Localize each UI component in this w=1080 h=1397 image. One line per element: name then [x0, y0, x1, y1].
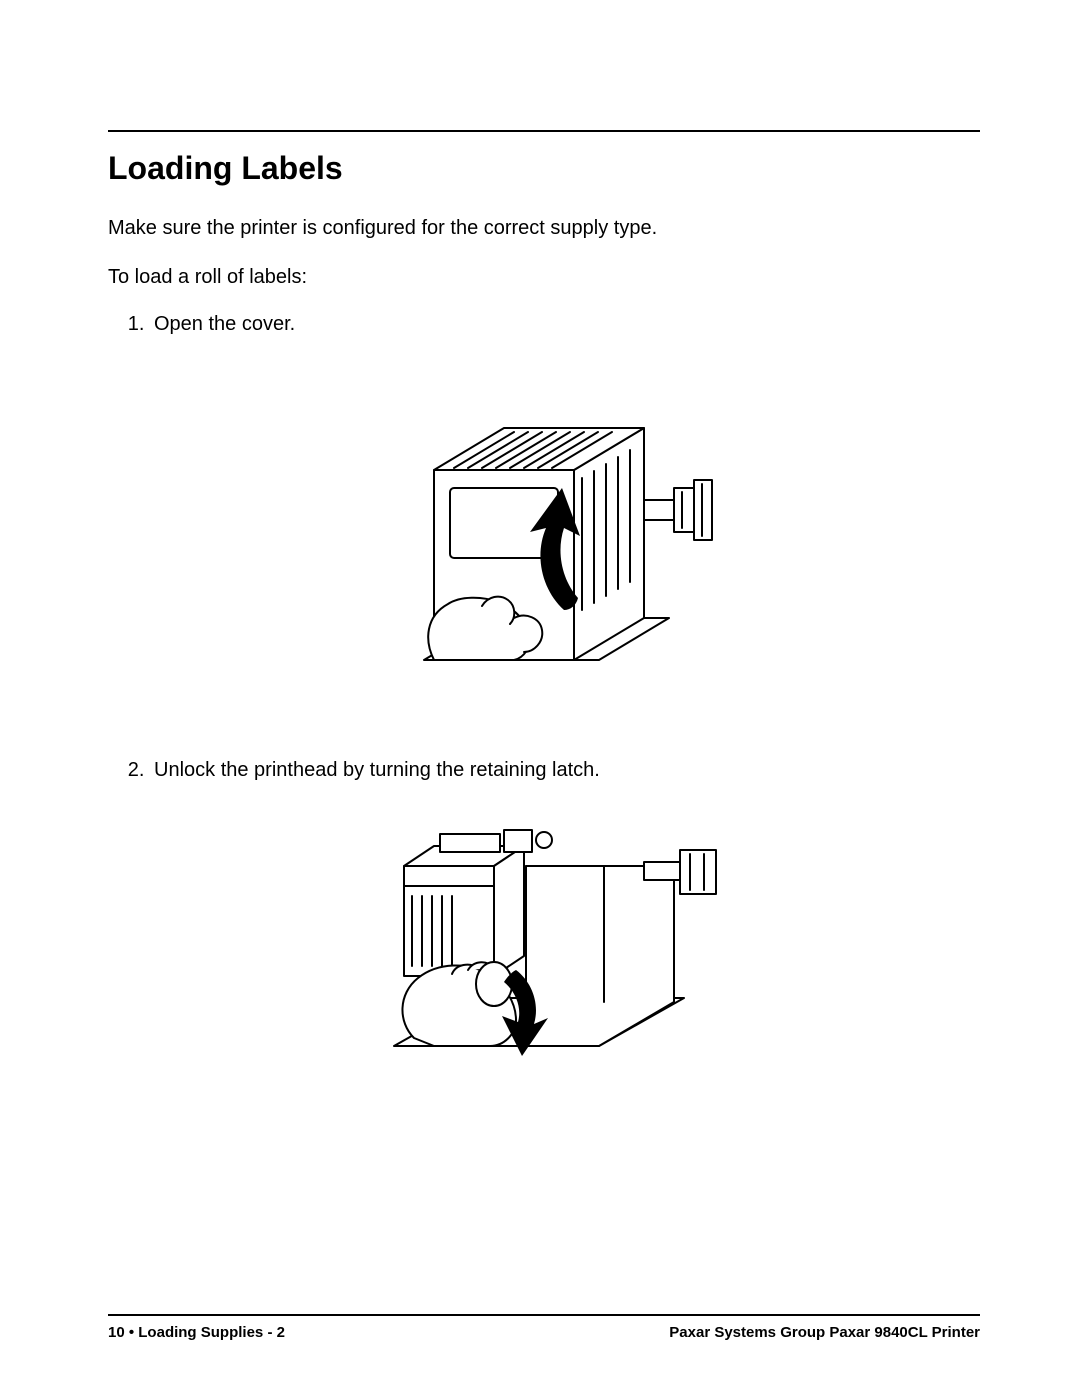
figure-open-cover [108, 360, 980, 725]
step-2: Unlock the printhead by turning the reta… [150, 759, 980, 782]
printer-open-cover-illustration [364, 360, 724, 720]
top-rule [108, 130, 980, 132]
footer-rule [108, 1314, 980, 1316]
figure-unlock-printhead [108, 806, 980, 1101]
document-page: Loading Labels Make sure the printer is … [0, 0, 1080, 1397]
lead-in-paragraph: To load a roll of labels: [108, 264, 980, 291]
intro-paragraph: Make sure the printer is configured for … [108, 215, 980, 242]
page-title: Loading Labels [108, 150, 980, 187]
footer-left: 10 • Loading Supplies - 2 [108, 1324, 285, 1341]
step-1: Open the cover. [150, 313, 980, 336]
steps-list-continued: Unlock the printhead by turning the reta… [108, 759, 980, 782]
footer-right: Paxar Systems Group Paxar 9840CL Printer [669, 1324, 980, 1341]
page-footer: 10 • Loading Supplies - 2 Paxar Systems … [108, 1314, 980, 1341]
printer-unlock-latch-illustration [344, 806, 744, 1096]
steps-list: Open the cover. [108, 313, 980, 336]
